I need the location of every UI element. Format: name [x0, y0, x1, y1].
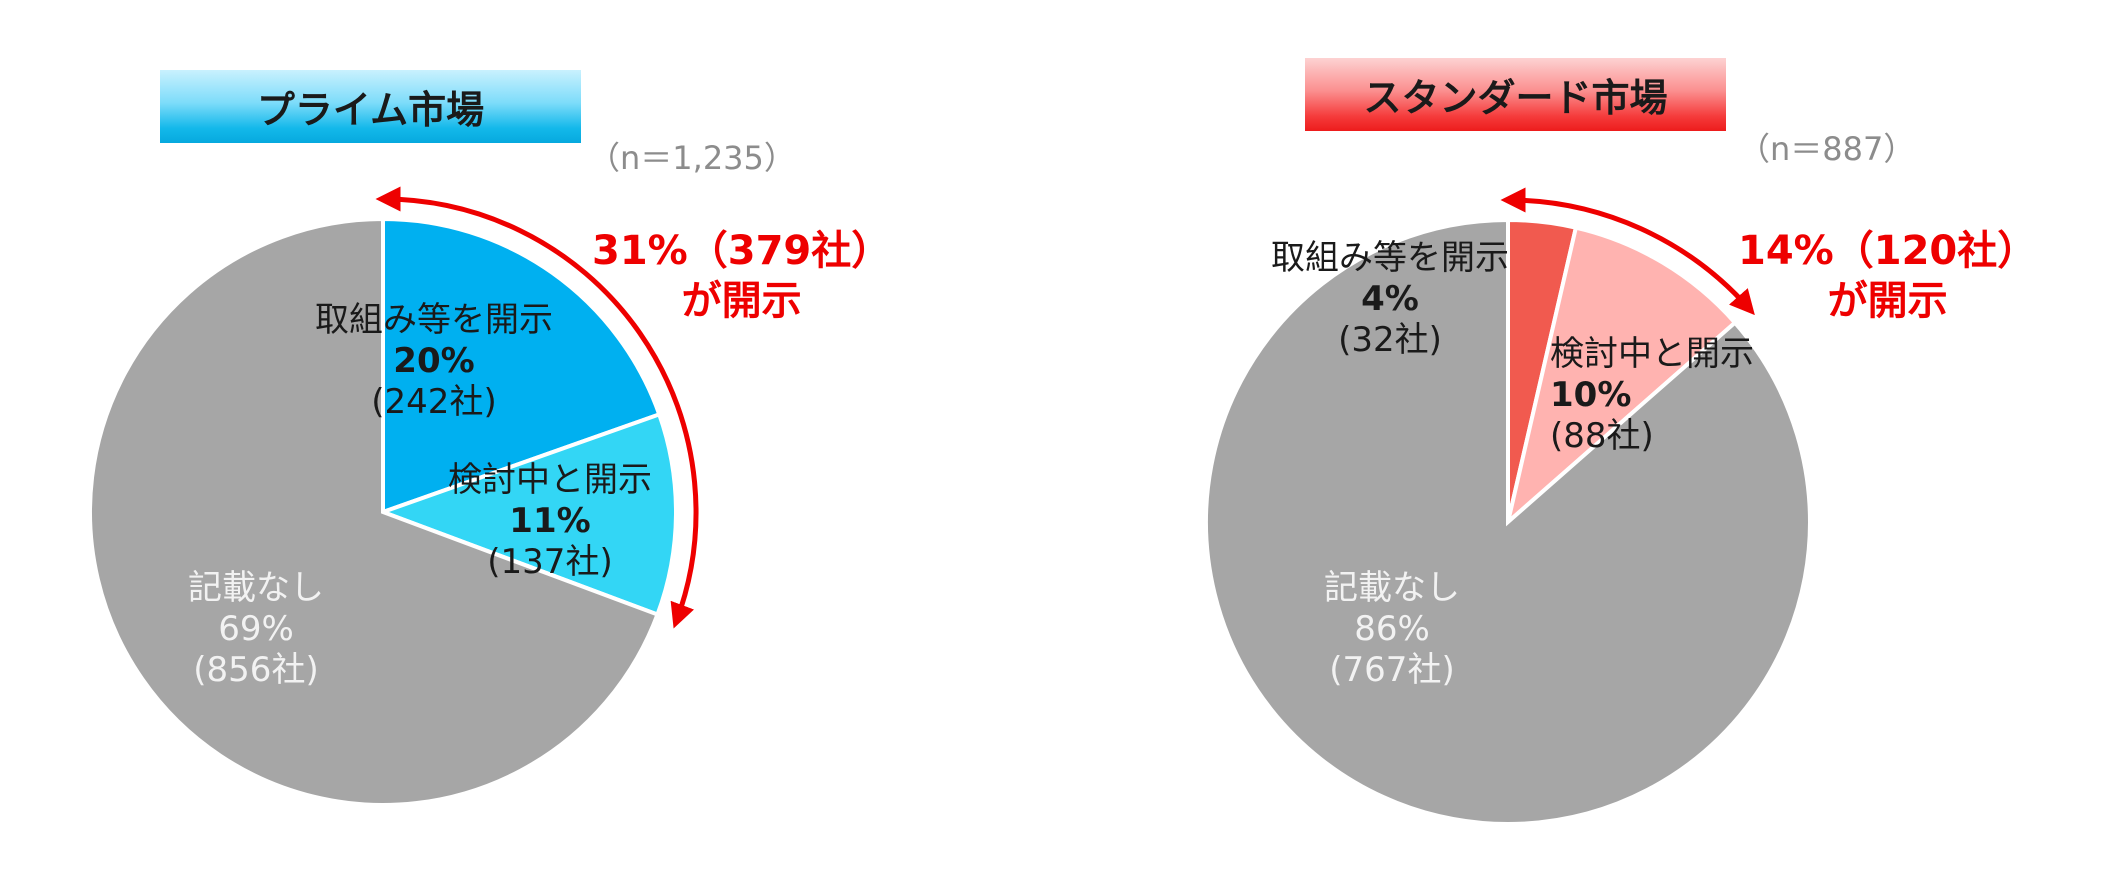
slice-count: (856社) — [193, 650, 319, 690]
slice-label-prime-considering: 検討中と開示 11% (137社) — [448, 460, 652, 583]
slice-name: 取組み等を開示 — [315, 300, 553, 340]
slice-percent: 69% — [218, 609, 294, 649]
callout-prime: 31%（379社） が開示 — [592, 226, 891, 326]
slice-percent: 11% — [509, 501, 591, 541]
slice-label-standard-considering: 検討中と開示 10% (88社) — [1550, 334, 1754, 457]
slice-name: 記載なし — [1324, 568, 1460, 608]
disclosure-arrow-prime — [375, 186, 699, 629]
sample-size-prime: （n＝1,235） — [588, 139, 796, 177]
pie-standard — [1203, 187, 1812, 826]
slice-name: 記載なし — [188, 568, 324, 608]
slice-name: 検討中と開示 — [1550, 334, 1754, 374]
sample-size-standard: （n＝887） — [1738, 130, 1916, 168]
slice-count: (767社) — [1329, 650, 1455, 690]
slice-percent: 4% — [1361, 279, 1419, 319]
callout-standard: 14%（120社） が開示 — [1738, 226, 2037, 326]
slice-percent: 20% — [393, 341, 475, 381]
disclosure-arrow-standard — [1500, 187, 1755, 316]
slice-percent: 10% — [1550, 375, 1632, 415]
slice-count: (32社) — [1338, 320, 1442, 360]
slice-label-standard-none: 記載なし 86% (767社) — [1324, 568, 1460, 691]
callout-standard-line2: が開示 — [1827, 278, 1948, 324]
chart-title-prime: プライム市場 — [160, 70, 581, 143]
slice-label-prime-disclosed: 取組み等を開示 20% (242社) — [315, 300, 553, 423]
callout-prime-line1: 31%（379社） — [592, 228, 892, 274]
slice-label-prime-none: 記載なし 69% (856社) — [188, 568, 324, 691]
slice-name: 検討中と開示 — [448, 460, 652, 500]
slice-count: (88社) — [1550, 416, 1654, 456]
slice-label-standard-disclosed: 取組み等を開示 4% (32社) — [1271, 238, 1509, 361]
slice-count: (137社) — [487, 542, 613, 582]
chart-title-standard: スタンダード市場 — [1305, 58, 1726, 131]
pie-prime — [88, 186, 699, 807]
callout-standard-line1: 14%（120社） — [1738, 228, 2038, 274]
slice-name: 取組み等を開示 — [1271, 238, 1509, 278]
pie-slice-prime-none — [88, 216, 661, 807]
pie-slice-standard-none — [1203, 217, 1812, 826]
slice-percent: 86% — [1354, 609, 1430, 649]
callout-prime-line2: が開示 — [681, 278, 802, 324]
slice-count: (242社) — [371, 382, 497, 422]
